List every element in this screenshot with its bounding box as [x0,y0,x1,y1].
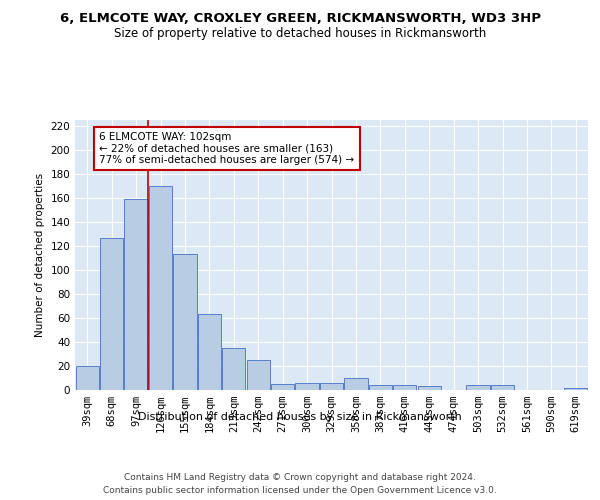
Text: 6 ELMCOTE WAY: 102sqm
← 22% of detached houses are smaller (163)
77% of semi-det: 6 ELMCOTE WAY: 102sqm ← 22% of detached … [100,132,355,165]
Bar [247,360,270,390]
Text: Contains HM Land Registry data © Crown copyright and database right 2024.: Contains HM Land Registry data © Crown c… [124,472,476,482]
Text: 6, ELMCOTE WAY, CROXLEY GREEN, RICKMANSWORTH, WD3 3HP: 6, ELMCOTE WAY, CROXLEY GREEN, RICKMANSW… [59,12,541,26]
Bar [564,388,587,390]
Bar [344,378,368,390]
Bar [393,385,416,390]
Bar [271,384,294,390]
Bar [100,238,123,390]
Text: Contains public sector information licensed under the Open Government Licence v3: Contains public sector information licen… [103,486,497,495]
Bar [491,385,514,390]
Bar [222,348,245,390]
Bar [418,386,441,390]
Bar [466,385,490,390]
Y-axis label: Number of detached properties: Number of detached properties [35,173,45,337]
Bar [295,383,319,390]
Bar [369,385,392,390]
Text: Distribution of detached houses by size in Rickmansworth: Distribution of detached houses by size … [138,412,462,422]
Bar [173,254,197,390]
Text: Size of property relative to detached houses in Rickmansworth: Size of property relative to detached ho… [114,28,486,40]
Bar [198,314,221,390]
Bar [320,383,343,390]
Bar [76,366,99,390]
Bar [149,186,172,390]
Bar [124,199,148,390]
